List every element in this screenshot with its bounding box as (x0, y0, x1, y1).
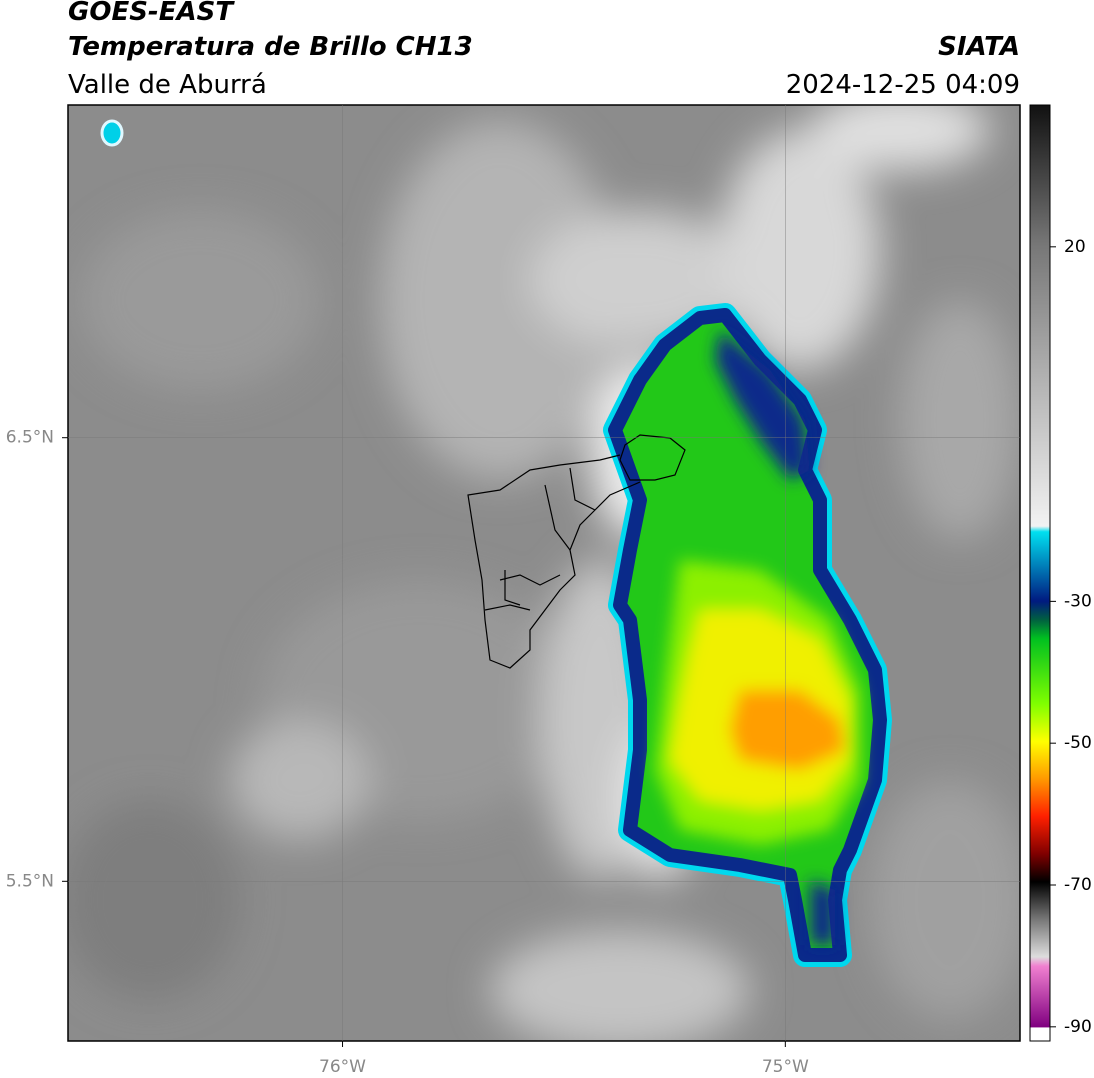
region: Valle de Aburrá (68, 70, 267, 100)
colorbar-tick-label: -90 (1064, 1017, 1092, 1037)
colorbar-tick-label: -30 (1064, 591, 1092, 611)
colorbar-tick-label: -50 (1064, 733, 1092, 753)
map-frame (67, 104, 1021, 1042)
timestamp: 2024-12-25 04:09 (786, 70, 1020, 100)
colorbar (1029, 104, 1051, 1042)
map-image (68, 105, 1020, 1041)
y-tick-label: 5.5°N (6, 871, 54, 891)
colorbar-tick-label: -70 (1064, 875, 1092, 895)
source: SIATA (938, 32, 1020, 62)
title: GOES-EAST (68, 0, 235, 27)
x-tick-label: 75°W (762, 1057, 809, 1077)
subtitle: Temperatura de Brillo CH13 (68, 32, 473, 62)
y-tick-label: 6.5°N (6, 428, 54, 448)
x-tick-label: 76°W (319, 1057, 366, 1077)
colorbar-tick-label: 20 (1064, 237, 1086, 257)
